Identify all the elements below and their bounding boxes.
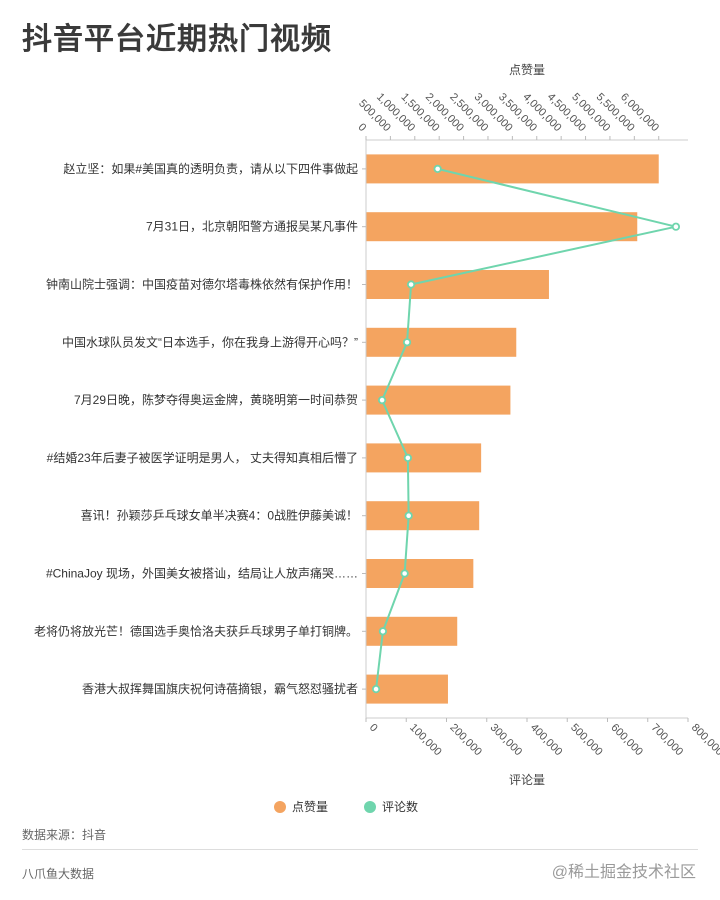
watermark-text: @稀土掘金技术社区 (551, 864, 696, 881)
top-axis: 0500,0001,000,0001,500,0002,000,0002,500… (356, 63, 688, 141)
bar[interactable] (366, 154, 659, 184)
line-series (371, 164, 681, 694)
line-point[interactable] (377, 395, 387, 405)
top-axis-title: 点赞量 (509, 63, 545, 77)
legend-label[interactable]: 点赞量 (292, 800, 328, 814)
category-label: 喜讯！孙颖莎乒乓球女单半决赛4：0战胜伊藤美诚！ (81, 508, 358, 523)
category-label: 7月29日晚，陈梦夺得奥运金牌，黄晓明第一时间恭贺 (74, 392, 358, 407)
bar[interactable] (366, 501, 480, 531)
line-point[interactable] (433, 164, 442, 173)
category-label: 7月31日，北京朝阳警方通报吴某凡事件 (146, 219, 358, 234)
bottom-tick-label: 800,000 (689, 722, 720, 759)
footer-divider (22, 849, 698, 850)
category-label: 赵立坚：如果#美国真的透明负责，请从以下四件事做起 (63, 161, 358, 176)
line-point[interactable] (378, 627, 388, 636)
bar[interactable] (366, 559, 474, 588)
bottom-tick-label: 0 (367, 722, 380, 735)
line-point[interactable] (371, 684, 381, 694)
category-label: 钟南山院士强调：中国疫苗对德尔塔毒株依然有保护作用！ (46, 277, 358, 292)
legend[interactable]: 点赞量 评论数 (274, 799, 418, 814)
category-label: 老将仍将放光芒！德国选手奥恰洛夫获乒乓球男子单打铜牌。 (34, 623, 358, 638)
line-point[interactable] (404, 511, 413, 520)
comment-line (375, 167, 677, 690)
line-point[interactable] (403, 453, 412, 462)
bottom-tick-label: 200,000 (447, 722, 484, 759)
bar[interactable] (366, 385, 511, 415)
bottom-axis: 0 100,000 200,000 300,000 400,000 500,000 600,… (365, 717, 720, 787)
category-label: 中国水球队员发文“日本选手，你在我身上游得开心吗？” (62, 334, 358, 349)
brand-label: 八爪鱼大数据 (22, 867, 95, 881)
bar[interactable] (366, 327, 517, 357)
chart-title: 抖音平台近期热门视频 (22, 23, 332, 56)
category-label: 香港大叔挥舞国旗庆祝何诗蓓摘银，霸气怒怼骚扰者 (82, 681, 358, 696)
line-point[interactable] (671, 222, 681, 231)
bottom-tick-label: 400,000 (528, 722, 565, 759)
bottom-tick-label: 700,000 (649, 722, 686, 759)
bottom-tick-label: 100,000 (407, 722, 444, 759)
line-point[interactable] (402, 338, 412, 347)
line-point[interactable] (400, 569, 409, 578)
line-point[interactable] (406, 280, 416, 289)
category-label: #ChinaJoy 现场，外国美女被搭讪，结局让人放声痛哭…… (46, 566, 358, 581)
bar[interactable] (366, 212, 638, 242)
bottom-tick-label: 300,000 (488, 722, 525, 759)
bar[interactable] (366, 443, 482, 473)
top-tick-label: 0 (356, 121, 369, 134)
bottom-tick-label: 600,000 (608, 722, 645, 759)
data-source-note: 数据来源：抖音 (22, 828, 107, 842)
bar-series (366, 154, 659, 704)
legend-swatch[interactable] (274, 801, 286, 813)
legend-swatch[interactable] (364, 801, 376, 813)
category-axis: 赵立坚：如果#美国真的透明负责，请从以下四件事做起 7月31日，北京朝阳警方通报吴… (34, 140, 367, 718)
category-label: #结婚23年后妻子被医学证明是男人， 丈夫得知真相后懵了 (47, 450, 358, 465)
bottom-tick-label: 500,000 (568, 722, 605, 759)
bottom-axis-title: 评论量 (509, 773, 545, 787)
legend-label[interactable]: 评论数 (382, 799, 418, 814)
